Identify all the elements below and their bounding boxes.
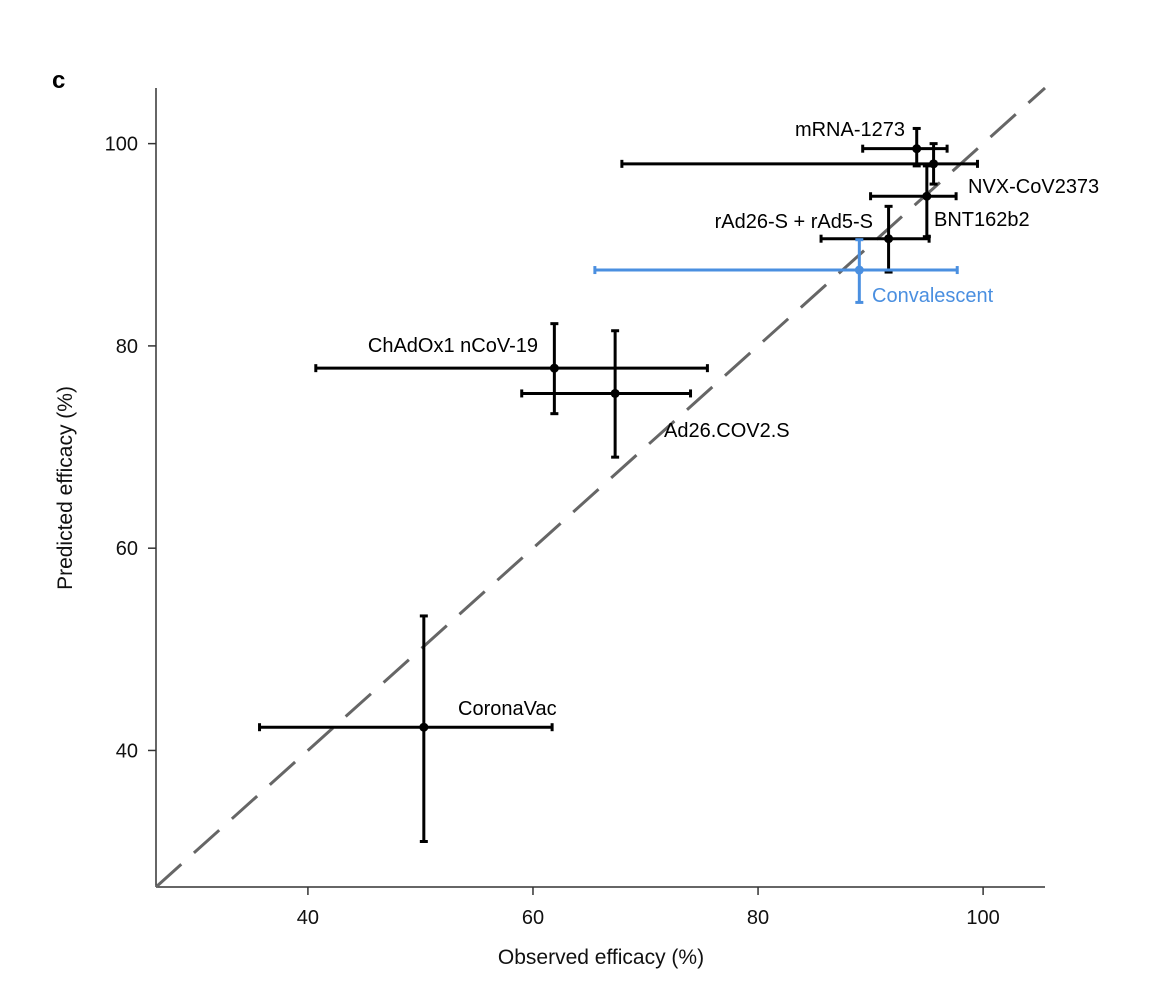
data-point-label: mRNA-1273 bbox=[795, 119, 905, 141]
data-point-label: BNT162b2 bbox=[934, 209, 1030, 231]
axes: 40 60 80 100 40 60 80 100 bbox=[105, 88, 1045, 929]
x-tick-label: 40 bbox=[297, 907, 319, 929]
data-point-label: CoronaVac bbox=[458, 698, 557, 720]
reference-line-group bbox=[154, 86, 1047, 889]
x-axis-label: Observed efficacy (%) bbox=[498, 946, 704, 969]
data-point-label: Convalescent bbox=[872, 285, 994, 307]
data-point-label: ChAdOx1 nCoV-19 bbox=[368, 335, 538, 357]
data-point-marker bbox=[912, 144, 922, 154]
data-point-marker bbox=[549, 363, 559, 373]
data-point-marker bbox=[929, 159, 939, 169]
y-tick-label: 100 bbox=[105, 134, 138, 156]
data-point-group: CoronaVac bbox=[258, 614, 557, 843]
data-point-group: BNT162b2 bbox=[869, 164, 1030, 239]
y-tick-label: 60 bbox=[116, 538, 138, 560]
panel-letter: c bbox=[52, 67, 65, 94]
data-point-marker bbox=[884, 234, 894, 244]
data-point-marker bbox=[854, 265, 864, 275]
data-point-group: NVX-CoV2373 bbox=[620, 142, 1099, 198]
x-tick-label: 60 bbox=[522, 907, 544, 929]
data-point-marker bbox=[419, 722, 429, 732]
data-point-group: ChAdOx1 nCoV-19 bbox=[314, 322, 709, 416]
y-axis-label: Predicted efficacy (%) bbox=[54, 386, 77, 590]
data-point-label: NVX-CoV2373 bbox=[968, 176, 1099, 198]
data-point-marker bbox=[610, 388, 620, 398]
y-tick-label: 40 bbox=[116, 740, 138, 762]
data-point-group: Ad26.COV2.S bbox=[520, 329, 790, 459]
data-point-group: Convalescent bbox=[593, 238, 994, 307]
data-point-label: rAd26-S + rAd5-S bbox=[715, 211, 873, 233]
identity-reference-line bbox=[154, 86, 1047, 889]
x-tick-label: 100 bbox=[966, 907, 999, 929]
x-tick-label: 80 bbox=[747, 907, 769, 929]
data-points-group: mRNA-1273 NVX-CoV2373 BNT162b2 rAd26-S + rA… bbox=[258, 119, 1099, 843]
y-tick-label: 80 bbox=[116, 336, 138, 358]
data-point-group: rAd26-S + rAd5-S bbox=[715, 204, 931, 274]
data-point-group: mRNA-1273 bbox=[795, 119, 949, 168]
data-point-marker bbox=[922, 191, 932, 201]
data-point-label: Ad26.COV2.S bbox=[664, 420, 790, 442]
